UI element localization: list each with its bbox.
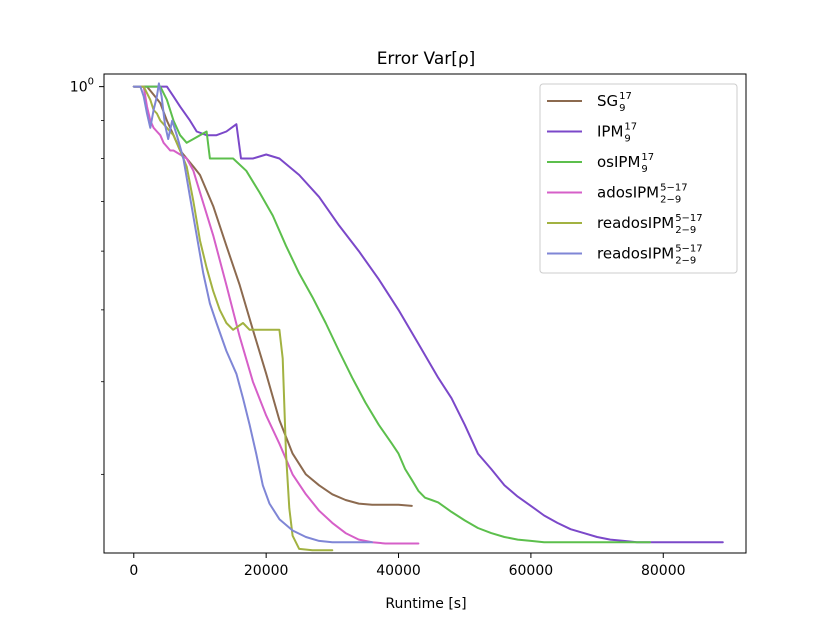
x-tick-label: 60000 xyxy=(509,563,554,579)
legend-label: IPM xyxy=(597,123,623,141)
legend-label: adosIPM xyxy=(597,184,659,202)
legend-label-subscript: 9 xyxy=(624,134,630,145)
legend-label-superscript: 5−17 xyxy=(660,183,687,194)
legend-label-subscript: 2−9 xyxy=(675,256,696,267)
x-axis-label: Runtime [s] xyxy=(385,596,466,612)
x-tick-label: 40000 xyxy=(376,563,421,579)
legend-label-subscript: 9 xyxy=(641,164,647,175)
series-line-2 xyxy=(132,85,724,544)
series-line-5 xyxy=(132,85,334,552)
y-tick-label: 100 xyxy=(70,77,94,96)
legend-label: readosIPM xyxy=(597,245,674,263)
series-line-4 xyxy=(132,85,420,545)
legend-box xyxy=(539,83,738,274)
series-line-6 xyxy=(132,82,374,544)
legend-label: osIPM xyxy=(597,153,640,171)
axes: 0 20000 40000 60000 80000 100 xyxy=(70,73,747,579)
x-tick-label: 0 xyxy=(129,563,138,579)
legend-label-subscript: 2−9 xyxy=(675,225,696,236)
legend-label-subscript: 9 xyxy=(619,103,625,114)
chart-title: Error Var[ρ] xyxy=(377,49,476,69)
series-line-1 xyxy=(132,85,413,507)
legend-label-superscript: 17 xyxy=(641,152,654,163)
axes-frame xyxy=(103,73,747,554)
legend-label: readosIPM xyxy=(597,214,674,232)
legend-label-subscript: 2−9 xyxy=(660,195,681,206)
legend-label: SG xyxy=(597,92,618,110)
legend-label-superscript: 17 xyxy=(624,122,637,133)
legend-label-superscript: 5−17 xyxy=(675,244,702,255)
plot-area xyxy=(132,82,724,552)
x-tick-label: 80000 xyxy=(641,563,686,579)
series-line-3 xyxy=(132,85,651,544)
legend-label-superscript: 5−17 xyxy=(675,213,702,224)
legend-label-superscript: 17 xyxy=(619,91,632,102)
x-tick-label: 20000 xyxy=(244,563,289,579)
